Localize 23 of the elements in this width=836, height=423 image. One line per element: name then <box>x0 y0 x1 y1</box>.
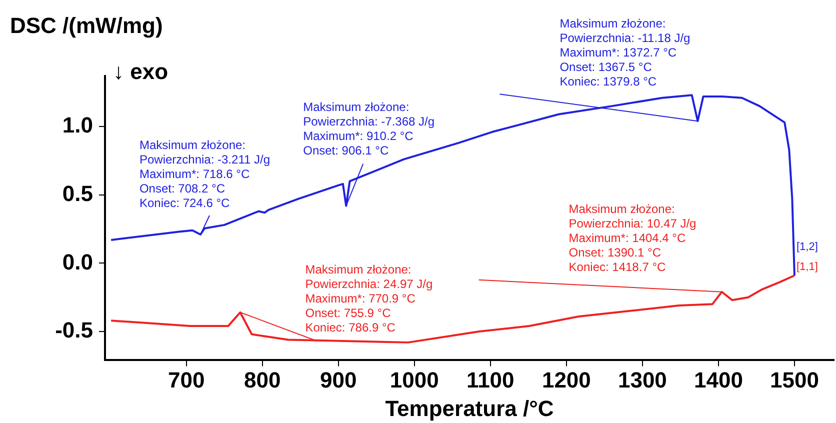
annotation: Maksimum złożone: Powierzchnia: -3.211 J/g Maximum*: 718.6 °C Onset: 708.2 °C Koniec: 724.6 °C <box>139 138 270 210</box>
x-tick-label: 1500 <box>770 367 819 392</box>
x-axis-title: Temperatura /°C <box>385 396 554 421</box>
x-tick-label: 1300 <box>618 367 667 392</box>
y-axis-title: DSC /(mW/mg) <box>10 13 163 38</box>
y-tick-label: 0.5 <box>62 180 93 206</box>
annotation: Maksimum złożone: Powierzchnia: 24.97 J/g Maximum*: 770.9 °C Onset: 755.9 °C Koniec: 786.9 °C <box>305 262 433 335</box>
x-tick-label: 1400 <box>694 367 743 392</box>
y-tick-label: -0.5 <box>55 318 93 343</box>
annotation: ↓ exo <box>113 59 168 84</box>
series-label: [1,1] <box>796 261 818 274</box>
y-tick-label: 1.0 <box>62 112 93 138</box>
annotation: Maksimum złożone: Powierzchnia: -11.18 J/g Maximum*: 1372.7 °C Onset: 1367.5 °C Koniec: 1379.8 °C <box>560 16 690 88</box>
x-tick-label: 1100 <box>466 367 514 392</box>
y-tick-label: 0.0 <box>62 249 93 274</box>
series-label: [1,2] <box>796 241 818 254</box>
x-tick-label: 1200 <box>542 367 591 392</box>
x-tick-label: 900 <box>320 367 357 392</box>
annotation: Maksimum złożone: Powierzchnia: -7.368 J/g Maximum*: 910.2 °C Onset: 906.1 °C <box>303 100 435 158</box>
x-tick-label: 800 <box>244 367 281 392</box>
x-tick-label: 700 <box>168 367 205 392</box>
annotation: Maksimum złożone: Powierzchnia: 10.47 J/g Maximum*: 1404.4 °C Onset: 1390.1 °C Koniec: 1418.7 °C <box>568 202 696 274</box>
x-tick-label: 1000 <box>390 367 439 392</box>
